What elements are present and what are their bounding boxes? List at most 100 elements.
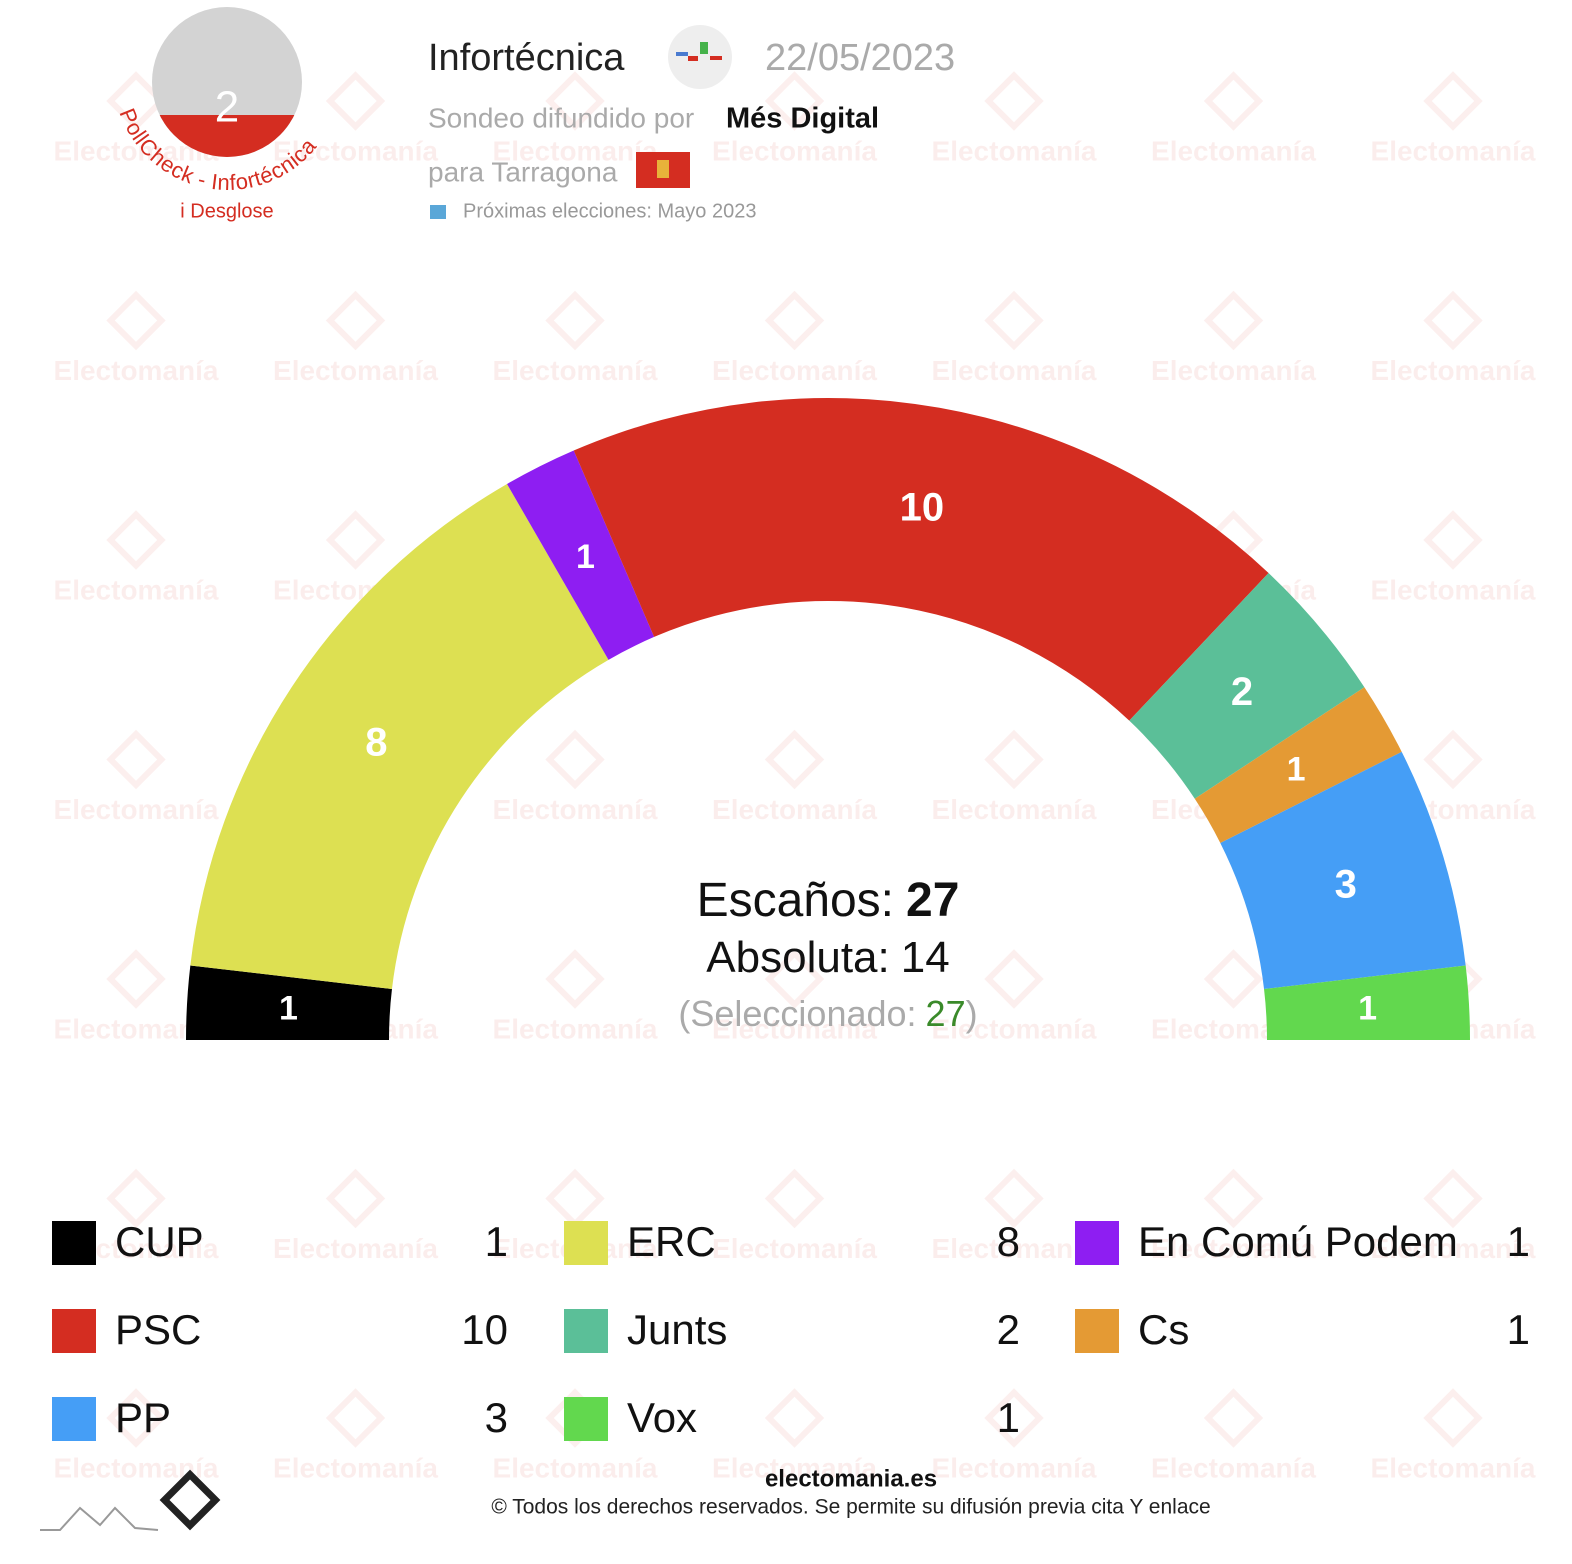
selected-label: (Seleccionado:	[678, 993, 916, 1034]
legend-value: 1	[485, 1218, 508, 1265]
seat-segment	[1220, 751, 1466, 990]
watermark-text: Electomanía	[1151, 1452, 1316, 1483]
watermark-icon	[984, 71, 1044, 131]
watermark-text: Electomanía	[712, 1013, 877, 1044]
watermark-icon	[545, 729, 605, 790]
watermark-icon	[106, 729, 166, 790]
seat-segment	[1194, 687, 1402, 843]
seat-segment	[1264, 965, 1470, 1040]
legend-value: 3	[485, 1394, 508, 1441]
majority-line: Absoluta: 14	[706, 933, 949, 982]
watermark-text: Electomanía	[932, 355, 1097, 386]
legend-name: PP	[115, 1394, 171, 1441]
watermark-text: Electomanía	[1371, 574, 1536, 605]
watermark-icon	[984, 729, 1044, 790]
seat-segment	[573, 397, 1269, 721]
seat-label: 10	[900, 485, 945, 529]
legend-name: En Comú Podem	[1138, 1218, 1458, 1265]
watermark-icon	[1423, 510, 1483, 570]
seat-segment	[507, 450, 655, 660]
majority: 14	[901, 933, 950, 982]
legend-name: PSC	[115, 1306, 201, 1353]
badge-number: 2	[215, 83, 239, 132]
watermark-text: Electomanía	[1151, 355, 1316, 386]
watermark-icon	[1423, 1388, 1483, 1448]
watermark-text: Electomanía	[273, 355, 438, 386]
watermark-icon	[325, 290, 386, 351]
date: 22/05/2023	[765, 37, 955, 79]
legend-name: Vox	[627, 1394, 697, 1441]
seat-segment	[186, 965, 392, 1040]
pollster: Infortécnica	[428, 37, 625, 79]
legend-swatch	[564, 1397, 608, 1441]
legend-swatch	[52, 1221, 96, 1265]
legend-swatch	[564, 1309, 608, 1353]
legend-value: 2	[997, 1306, 1020, 1353]
next-election: Próximas elecciones: Mayo 2023	[463, 200, 756, 222]
seat-label: 1	[279, 990, 298, 1028]
legend-swatch	[1075, 1221, 1119, 1265]
watermark-icon	[764, 1168, 825, 1229]
watermark-text: Electomanía	[712, 1233, 877, 1264]
footer-logo-mark	[159, 1469, 221, 1531]
watermark-text: Electomanía	[493, 355, 658, 386]
watermark-text: Electomanía	[932, 1013, 1097, 1044]
watermark-text: Electomanía	[932, 1452, 1097, 1483]
watermark-text: Electomanía	[932, 794, 1097, 825]
selected-line: (Seleccionado: 27)	[678, 993, 977, 1034]
seat-label: 1	[1358, 990, 1377, 1028]
watermark-icon	[325, 1168, 386, 1229]
watermark-icon	[545, 1168, 605, 1229]
watermark-icon	[1203, 949, 1264, 1009]
legend-value: 8	[997, 1218, 1020, 1265]
seat-label: 8	[365, 721, 387, 765]
seat-segment	[190, 484, 609, 990]
seat-label: 2	[1231, 670, 1253, 714]
watermark-text: Electomanía	[273, 1233, 438, 1264]
watermark-text: Electomanía	[493, 1013, 658, 1044]
ballot-icon	[430, 205, 446, 219]
total-label: Escaños:	[697, 874, 894, 927]
watermark-icon	[984, 1388, 1044, 1448]
legend-name: CUP	[115, 1218, 204, 1265]
icon-part	[700, 42, 708, 54]
watermark-icon	[764, 1388, 825, 1448]
watermark-text: Electomanía	[932, 1233, 1097, 1264]
watermark-text: Electomanía	[54, 574, 219, 605]
watermark-text: Electomanía	[54, 355, 219, 386]
watermark-icon	[764, 949, 825, 1009]
flag-emblem	[657, 160, 669, 178]
watermark-text: Electomanía	[1371, 355, 1536, 386]
footer-rights: © Todos los derechos reservados. Se perm…	[491, 1496, 1210, 1519]
watermark-icon	[764, 290, 825, 351]
watermark-text: Electomanía	[1371, 1452, 1536, 1483]
majority-label: Absoluta:	[706, 933, 889, 982]
watermark-icon	[545, 949, 605, 1009]
watermark-text: Electomanía	[493, 1452, 658, 1483]
watermark-icon	[325, 1388, 386, 1448]
legend-value: 1	[997, 1394, 1020, 1441]
watermark-text: Electomanía	[273, 135, 438, 166]
watermark-text: Electomanía	[54, 794, 219, 825]
legend-name: Cs	[1138, 1306, 1189, 1353]
place: para Tarragona	[428, 156, 618, 187]
badge-link[interactable]: i Desglose	[180, 200, 273, 222]
legend-value: 1	[1507, 1218, 1530, 1265]
watermark-icon	[764, 729, 825, 790]
watermark-text: Electomanía	[493, 135, 658, 166]
icon-part	[688, 56, 698, 61]
footer-site[interactable]: electomania.es	[765, 1465, 937, 1492]
legend-swatch	[52, 1309, 96, 1353]
watermark-text: Electomanía	[712, 355, 877, 386]
watermark-icon	[1423, 1168, 1483, 1229]
legend-swatch	[564, 1221, 608, 1265]
legend-swatch	[1075, 1309, 1119, 1353]
selected-suffix: )	[966, 993, 978, 1034]
watermark-icon	[106, 71, 166, 131]
watermark-icon	[1203, 1388, 1264, 1448]
legend-value: 10	[461, 1306, 508, 1353]
watermark-text: Electomanía	[712, 1452, 877, 1483]
pollster-icon	[668, 25, 732, 89]
seat-label: 1	[576, 538, 595, 576]
